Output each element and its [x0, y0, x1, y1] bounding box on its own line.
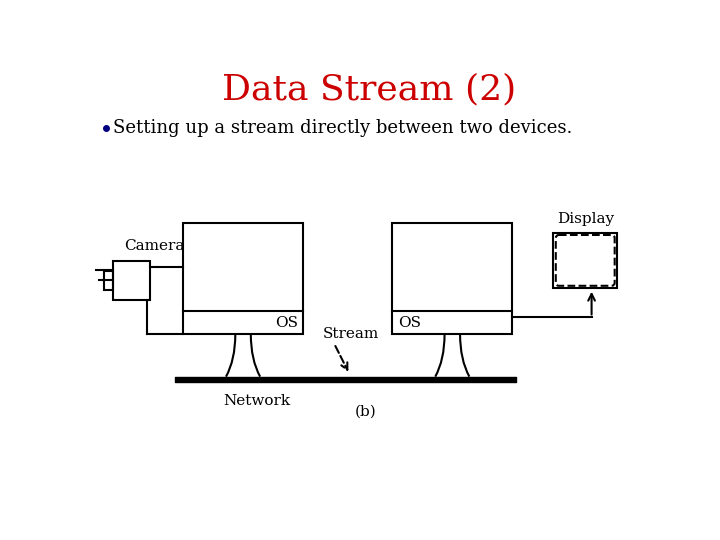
Text: OS: OS: [398, 316, 421, 330]
Text: (b): (b): [354, 405, 376, 419]
Bar: [104, 271, 113, 290]
Bar: [183, 222, 303, 334]
Bar: [554, 233, 617, 288]
Text: Display: Display: [557, 213, 613, 226]
Text: OS: OS: [276, 316, 299, 330]
Text: Stream: Stream: [323, 327, 379, 341]
Bar: [113, 261, 150, 300]
Text: Network: Network: [223, 394, 290, 408]
Text: Data Stream (2): Data Stream (2): [222, 72, 516, 106]
Text: Camera: Camera: [124, 239, 184, 253]
Bar: [392, 222, 513, 334]
Text: Setting up a stream directly between two devices.: Setting up a stream directly between two…: [113, 119, 572, 137]
